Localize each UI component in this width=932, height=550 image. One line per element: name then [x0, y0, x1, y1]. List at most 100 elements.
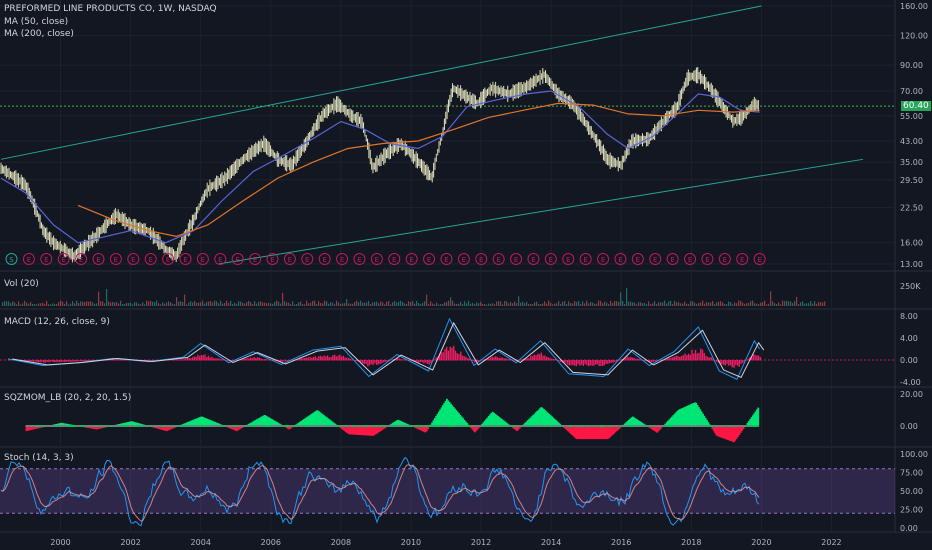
squeeze-dot — [420, 425, 423, 427]
macd-histogram-bar — [565, 360, 567, 363]
macd-histogram-bar — [248, 358, 250, 361]
sqzmom-bar — [133, 421, 136, 427]
sqzmom-bar — [439, 409, 442, 427]
squeeze-dot — [355, 425, 358, 427]
squeeze-dot — [737, 425, 739, 427]
marker-letter: E — [357, 256, 361, 264]
squeeze-dot — [398, 425, 401, 427]
macd-histogram-bar — [109, 359, 112, 361]
volume-bar — [274, 302, 276, 306]
earnings-marker: E — [40, 253, 53, 265]
volume-bar — [430, 301, 432, 306]
macd-histogram-bar — [505, 358, 507, 361]
volume-bar — [266, 303, 268, 306]
macd-histogram-bar — [759, 357, 762, 361]
squeeze-dot — [192, 425, 195, 427]
macd-histogram-bar — [286, 360, 288, 361]
sqzmom-bar — [583, 426, 586, 440]
volume-bar — [178, 301, 180, 306]
macd-histogram-bar — [88, 360, 91, 361]
volume-bar — [48, 304, 50, 306]
squeeze-dot — [729, 425, 731, 427]
ma200-legend[interactable]: MA (200, close) — [4, 29, 74, 39]
macd-histogram-bar — [421, 360, 423, 363]
macd-pane-label[interactable]: MACD (12, 26, close, 9) — [4, 317, 110, 327]
stoch-pane-label[interactable]: Stoch (14, 3, 3) — [4, 453, 74, 463]
macd-histogram-bar — [729, 360, 732, 366]
earnings-marker: E — [266, 253, 279, 265]
squeeze-dot — [220, 425, 223, 427]
x-tick-label: 2022 — [821, 538, 841, 547]
macd-histogram-bar — [626, 356, 628, 361]
sqzmom-bar — [370, 426, 373, 436]
macd-histogram-bar — [335, 356, 338, 361]
macd-histogram-bar — [587, 360, 590, 367]
squeeze-dot — [285, 425, 288, 427]
squeeze-dot — [53, 425, 56, 427]
sqzmom-bar — [332, 422, 335, 427]
sqzmom-pane-label[interactable]: SQZMOM_LB (20, 2, 20, 1.5) — [4, 393, 132, 403]
squeeze-dot — [471, 425, 474, 427]
volume-bar — [284, 301, 286, 306]
squeeze-dot — [638, 425, 641, 427]
macd-histogram-bar — [424, 360, 427, 363]
macd-histogram-bar — [262, 359, 264, 361]
macd-histogram-bar — [207, 355, 210, 361]
sqzmom-bar — [633, 417, 636, 427]
sqzmom-bar — [703, 415, 706, 427]
squeeze-dot — [57, 425, 60, 427]
squeeze-dot — [222, 425, 224, 427]
volume-bar — [610, 300, 612, 306]
squeeze-dot — [741, 425, 743, 427]
squeeze-dot — [145, 425, 148, 427]
ma50-legend[interactable]: MA (50, close) — [4, 17, 69, 27]
macd-histogram-bar — [467, 358, 469, 361]
sqzmom-bar — [214, 421, 217, 427]
volume-bar — [176, 297, 178, 306]
sqzmom-bar — [432, 420, 435, 427]
squeeze-dot — [305, 425, 308, 427]
macd-histogram-bar — [83, 360, 85, 362]
macd-histogram-bar — [686, 355, 688, 361]
volume-bar — [236, 303, 238, 306]
macd-histogram-bar — [738, 360, 741, 367]
volume-bar — [608, 304, 610, 306]
volume-bar — [58, 302, 60, 306]
macd-histogram-bar — [756, 355, 758, 361]
squeeze-dot — [750, 425, 753, 427]
squeeze-dot — [747, 425, 750, 427]
volume-pane-label[interactable]: Vol (20) — [4, 279, 39, 289]
sqzmom-bar — [575, 426, 578, 439]
sqzmom-bar — [617, 426, 619, 430]
macd-histogram-bar — [190, 358, 192, 361]
squeeze-dot — [601, 425, 603, 427]
volume-bar — [272, 303, 274, 306]
squeeze-dot — [698, 425, 700, 427]
macd-histogram-bar — [503, 358, 506, 361]
price-tick-label: 22.50 — [900, 204, 923, 213]
squeeze-dot — [114, 425, 117, 427]
macd-histogram-bar — [328, 357, 331, 361]
volume-bar — [668, 301, 670, 306]
sqzmom-bar — [626, 421, 629, 427]
squeeze-dot — [474, 425, 476, 427]
squeeze-dot — [432, 425, 435, 427]
sqzmom-bar — [261, 416, 264, 427]
macd-histogram-bar — [284, 360, 287, 362]
squeeze-dot — [350, 425, 352, 427]
macd-histogram-bar — [230, 360, 232, 361]
macd-histogram-bar — [181, 359, 183, 361]
macd-histogram-bar — [302, 358, 304, 361]
volume-bar — [244, 303, 246, 306]
squeeze-dot — [136, 425, 138, 427]
squeeze-dot — [410, 425, 413, 427]
squeeze-dot — [203, 425, 206, 427]
squeeze-dot — [309, 425, 312, 427]
price-tick-label: 120.00 — [900, 32, 928, 41]
squeeze-dot — [502, 425, 505, 427]
macd-histogram-bar — [608, 360, 611, 364]
macd-histogram-bar — [381, 360, 383, 364]
squeeze-dot — [87, 425, 90, 427]
sqzmom-bar — [346, 426, 349, 434]
